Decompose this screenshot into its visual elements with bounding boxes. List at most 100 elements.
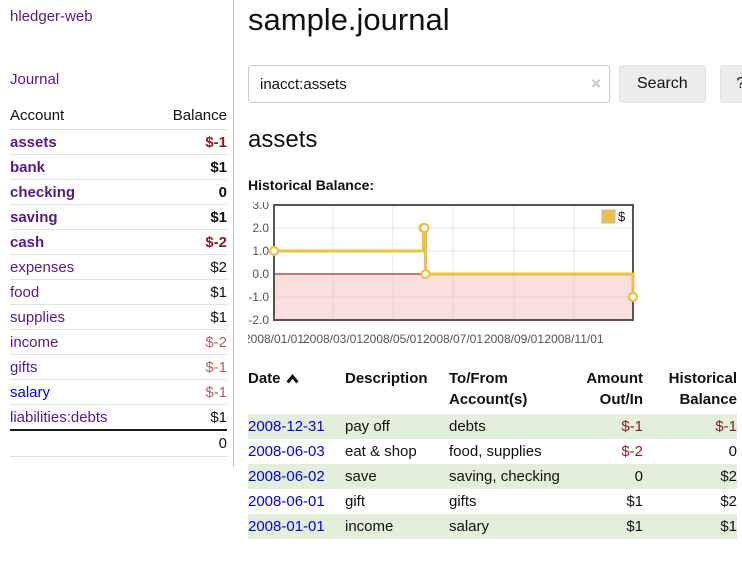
sidebar-account-link-supplies[interactable]: supplies: [10, 309, 66, 326]
app-window: hledger-web Journal Account Balance asse…: [0, 0, 742, 539]
account-row: checking 0: [10, 179, 227, 205]
register-date-cell: 2008-06-02: [248, 464, 345, 489]
account-cell: gifts: [10, 354, 150, 380]
register-row: 2008-06-03 eat & shop food, supplies $-2 0: [248, 439, 737, 464]
account-balance: $1: [149, 279, 227, 305]
account-balance: $1: [149, 404, 227, 431]
transaction-date-link[interactable]: 2008-06-02: [248, 468, 325, 485]
y-axis-tick-label: -2.0: [248, 313, 269, 327]
accounts-total-spacer: [10, 429, 150, 457]
register-account-cell: food, supplies: [449, 443, 542, 460]
account-cell: assets: [10, 129, 150, 155]
sidebar-item-journal[interactable]: Journal: [10, 71, 60, 88]
account-row: assets $-1: [10, 129, 227, 155]
register-balance-cell: $2: [720, 493, 737, 510]
transaction-date-link[interactable]: 2008-06-03: [248, 443, 325, 460]
register-amount-cell: $1: [626, 493, 643, 510]
sidebar: hledger-web Journal Account Balance asse…: [0, 0, 234, 467]
x-axis-tick-label: 2008/05/01: [363, 332, 423, 346]
account-row: food $1: [10, 279, 227, 305]
account-balance: $-1: [149, 129, 227, 155]
chart-canvas: $3.0 2.0 1.0 0.0 -1.0 -2.0 2008/01/012008/03/0…: [244, 198, 639, 346]
data-point-marker: [419, 222, 430, 234]
transaction-date-link[interactable]: 2008-01-01: [248, 518, 325, 535]
y-axis-tick-label: 2.0: [252, 221, 269, 235]
x-axis-tick-label: 2008/03/01: [303, 332, 363, 346]
register-amount-cell: $1: [626, 518, 643, 535]
register-account-cell: saving, checking: [449, 468, 560, 485]
sidebar-account-link-cash[interactable]: cash: [10, 234, 45, 251]
sidebar-account-link-gifts[interactable]: gifts: [10, 359, 38, 376]
account-row: income $-2: [10, 329, 227, 355]
register-row: 2008-06-02 save saving, checking 0 $2: [248, 464, 737, 489]
register-date-cell: 2008-06-03: [248, 439, 345, 464]
register-header-date[interactable]: Date: [248, 366, 345, 414]
help-button[interactable]: ?: [719, 65, 742, 103]
register-description-cell: pay off: [345, 418, 390, 435]
sidebar-account-link-income[interactable]: income: [10, 334, 59, 351]
negative-region-fill: [275, 274, 632, 319]
register-header-row: Date Description To/From Account(s) Amou…: [248, 366, 737, 414]
main-content: sample.journal × Search ? assets Histori…: [234, 0, 742, 539]
account-balance: $1: [149, 154, 227, 180]
register-header-description: Description: [345, 370, 428, 387]
y-axis-tick-label: 1.0: [252, 244, 269, 258]
chart-title: Historical Balance:: [248, 177, 375, 193]
sidebar-account-link-expenses[interactable]: expenses: [10, 259, 75, 276]
account-cell: supplies: [10, 304, 150, 330]
register-amount-cell: $-2: [621, 443, 643, 460]
plot-border: [273, 204, 634, 321]
register-description-cell: eat & shop: [345, 443, 417, 460]
register-date-cell: 2008-12-31: [248, 414, 345, 439]
data-point-marker: [268, 245, 280, 257]
account-cell: cash: [10, 229, 150, 255]
x-axis-tick-label: 2008/11/01: [544, 332, 603, 346]
sidebar-account-link-checking[interactable]: checking: [10, 184, 76, 201]
register-header-balance: Historical Balance: [668, 370, 737, 408]
legend-label: $: [618, 209, 626, 224]
register-balance-cell: $1: [720, 518, 737, 535]
accounts-header-balance: Balance: [149, 103, 227, 130]
transaction-date-link[interactable]: 2008-06-01: [248, 493, 325, 510]
account-balance: $1: [149, 204, 227, 230]
page-title: sample.journal: [248, 2, 450, 37]
data-point-marker: [420, 268, 431, 280]
account-balance: 0: [149, 179, 227, 205]
sidebar-account-link-food[interactable]: food: [10, 284, 40, 301]
accounts-total-row: 0: [10, 429, 227, 457]
x-axis-tick-label: 2008/09/01: [484, 332, 544, 346]
account-row: expenses $2: [10, 254, 227, 280]
legend-swatch-icon: [601, 209, 616, 224]
search-button[interactable]: Search: [619, 65, 706, 103]
register-row: 2008-01-01 income salary $1 $1: [248, 514, 737, 539]
sort-ascending-icon: [285, 374, 299, 384]
clear-search-icon[interactable]: ×: [591, 73, 601, 93]
sidebar-account-link-bank[interactable]: bank: [10, 159, 46, 176]
sidebar-account-link-saving[interactable]: saving: [10, 209, 58, 226]
sidebar-account-link-assets[interactable]: assets: [10, 134, 57, 151]
search-input[interactable]: [248, 65, 610, 103]
register-description-cell: save: [345, 468, 377, 485]
account-cell: income: [10, 329, 150, 355]
account-balance: $-1: [149, 354, 227, 380]
register-header-account: To/From Account(s): [449, 370, 528, 408]
app-brand-link[interactable]: hledger-web: [10, 8, 93, 25]
sidebar-account-link-salary[interactable]: salary: [10, 384, 51, 401]
y-axis-tick-label: 0.0: [252, 267, 269, 281]
register-balance-cell: $-1: [715, 418, 737, 435]
account-row: saving $1: [10, 204, 227, 230]
accounts-total-value: 0: [149, 429, 227, 457]
account-balance: $2: [149, 254, 227, 280]
register-balance-cell: 0: [728, 443, 737, 460]
sidebar-account-link-liabilities-debts[interactable]: liabilities:debts: [10, 409, 108, 426]
account-balance: $-1: [149, 379, 227, 405]
register-description-cell: gift: [345, 493, 366, 510]
register-balance-cell: $2: [720, 468, 737, 485]
account-cell: expenses: [10, 254, 150, 280]
register-header-amount: Amount Out/In: [586, 370, 643, 408]
transaction-date-link[interactable]: 2008-12-31: [248, 418, 325, 435]
register-row: 2008-06-01 gift gifts $1 $2: [248, 489, 737, 514]
account-cell: salary: [10, 379, 150, 405]
account-cell: food: [10, 279, 150, 305]
register-account-cell: debts: [449, 418, 486, 435]
